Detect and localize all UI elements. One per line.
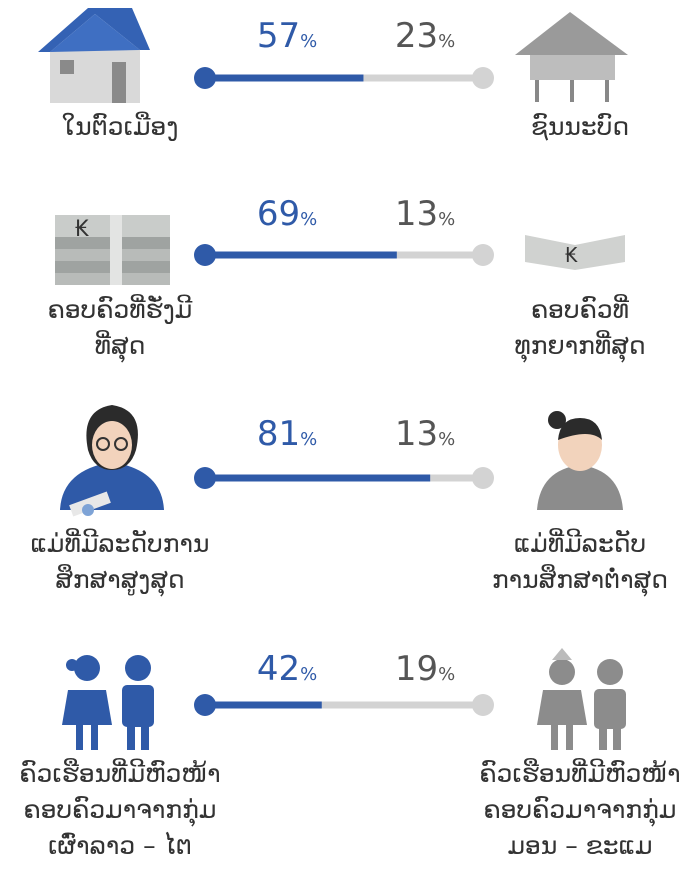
bar-start-dot [194, 467, 216, 489]
house-icon [38, 8, 150, 103]
value-label: 57% [257, 16, 317, 56]
value-label: 81% [257, 414, 317, 454]
group-label: ໃນຕົວເມືອງ [62, 112, 179, 141]
group-label: ທີ່ສຸດ [95, 331, 146, 363]
value-label: 13% [395, 194, 455, 234]
comparison-row: 42%19%ຄົວເຮືອນທີ່ມີຫົວໜ້າຄອບຄົວມາຈາກກຸ່ມ… [19, 649, 680, 860]
group-label: ມອນ – ຂະແມ [507, 831, 652, 860]
group-label: ຄອບຄົວມາຈາກກຸ່ມ [484, 795, 677, 827]
group-label: ຊົນນະບົດ [531, 112, 629, 141]
group-label: ຄົວເຮືອນທີ່ມີຫົວໜ້າ [479, 758, 680, 788]
children-blue-icon [62, 655, 154, 750]
infographic: ₭ ₭ [0, 0, 699, 870]
bar-end-dot [472, 467, 494, 489]
bar-start-dot [194, 244, 216, 266]
value-number: 81 [257, 414, 300, 454]
value-number: 42 [257, 649, 300, 689]
hut-icon [515, 12, 628, 102]
graduate-icon [60, 405, 164, 516]
value-label: 42% [257, 649, 317, 689]
group-label: ຄອບຄົວທີ່ຮັ່ງມີ [48, 295, 193, 324]
bar-end-dot [472, 67, 494, 89]
group-label: ຄອບຄົວມາຈາກກຸ່ມ [24, 795, 217, 827]
group-label: ການສຶກສາຕໍ່າສຸດ [492, 564, 668, 597]
value-number: 69 [257, 194, 300, 234]
group-label: ຄົວເຮືອນທີ່ມີຫົວໜ້າ [19, 758, 220, 788]
value-unit: % [438, 31, 455, 52]
value-unit: % [300, 31, 317, 52]
value-label: 13% [395, 414, 455, 454]
value-unit: % [300, 209, 317, 230]
children-gray-icon [537, 648, 626, 750]
svg-text:₭: ₭ [565, 243, 578, 267]
svg-text:₭: ₭ [75, 217, 89, 242]
value-unit: % [438, 664, 455, 685]
bar-end-dot [472, 694, 494, 716]
bar-end-dot [472, 244, 494, 266]
value-number: 13 [395, 414, 438, 454]
bar-start-dot [194, 67, 216, 89]
value-unit: % [300, 429, 317, 450]
value-label: 69% [257, 194, 317, 234]
value-number: 23 [395, 16, 438, 56]
value-label: 19% [395, 649, 455, 689]
group-label: ສຶກສາສູງສຸດ [55, 564, 184, 597]
value-number: 57 [257, 16, 300, 56]
group-label: ເຜົ່າລາວ – ໄຕ [48, 831, 192, 860]
value-unit: % [438, 209, 455, 230]
group-label: ທຸກຍາກທີ່ສຸດ [514, 331, 645, 363]
group-label: ຄອບຄົວທີ່ [531, 295, 629, 324]
value-number: 13 [395, 194, 438, 234]
value-unit: % [300, 664, 317, 685]
money-stack-icon: ₭ [55, 215, 170, 285]
woman-icon [537, 411, 623, 510]
money-note-icon: ₭ [525, 235, 625, 270]
value-label: 23% [395, 16, 455, 56]
value-unit: % [438, 429, 455, 450]
bar-start-dot [194, 694, 216, 716]
group-label: ແມ່ທີ່ມີລະດັບການ [30, 529, 209, 558]
group-label: ແມ່ທີ່ມີລະດັບ [514, 529, 646, 558]
value-number: 19 [395, 649, 438, 689]
